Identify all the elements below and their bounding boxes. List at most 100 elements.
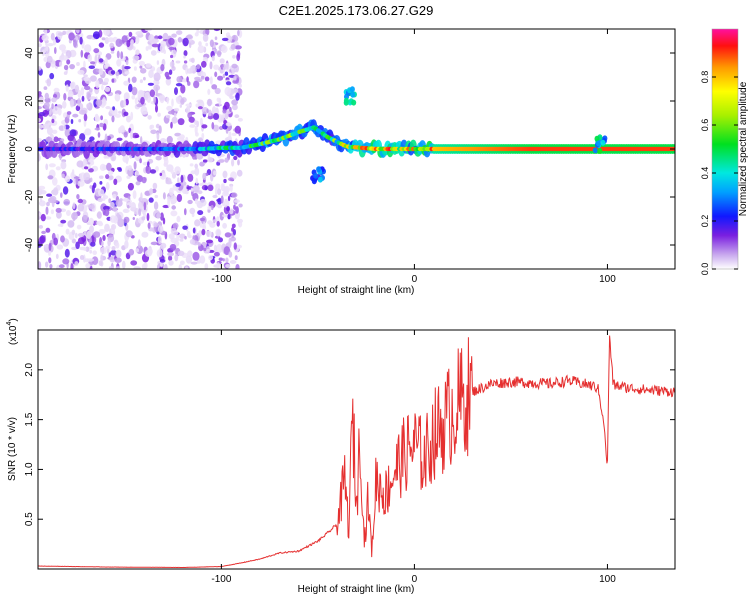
- spectrogram-branch-mark: [349, 86, 355, 93]
- spectrogram-branch-mark: [350, 91, 356, 98]
- spectrogram-noise-mark: [98, 42, 105, 48]
- spectrogram-noise-mark: [49, 264, 53, 269]
- spectrogram-noise-mark: [151, 43, 159, 48]
- spectrogram-noise-mark: [157, 225, 164, 233]
- spectrogram-noise-mark: [49, 195, 57, 203]
- spectrogram-noise-mark: [145, 63, 152, 68]
- spectrogram-noise-mark: [189, 124, 196, 128]
- spectrogram-noise-mark: [46, 78, 52, 87]
- spectrogram-noise-mark: [196, 152, 204, 160]
- spectrogram-noise-mark: [73, 39, 77, 48]
- snr-multiplier: (x104): [6, 318, 19, 345]
- spectrogram-noise-mark: [139, 79, 143, 84]
- spectrogram-noise-mark: [210, 204, 214, 211]
- spectrogram-noise-mark: [50, 32, 55, 41]
- spectrogram-noise-mark: [207, 115, 214, 120]
- spectrogram-noise-mark: [48, 257, 52, 264]
- spectrogram-noise-mark: [84, 128, 92, 136]
- spectrogram-noise-mark: [102, 235, 106, 241]
- spectrogram-noise-mark: [233, 204, 236, 210]
- spectrogram-noise-mark: [133, 266, 141, 269]
- spectrogram-noise-mark: [223, 187, 229, 195]
- spectrogram-noise-mark: [91, 234, 95, 244]
- spectrogram-noise-mark: [89, 75, 97, 82]
- spectrogram-noise-mark: [70, 263, 74, 269]
- spectrogram-noise-mark: [98, 58, 104, 63]
- colorbar-tick-label: 0.4: [700, 167, 710, 180]
- snr-multiplier-exp: 4: [6, 322, 13, 326]
- spectrogram-noise-mark: [77, 97, 81, 107]
- spectrogram-noise-mark: [225, 81, 232, 86]
- spectrogram-noise-mark: [154, 194, 159, 199]
- spectrogram-noise-mark: [156, 249, 163, 258]
- spectrogram-noise-mark: [146, 212, 150, 222]
- spectrogram-branch-mark: [313, 172, 319, 179]
- spectrogram-noise-mark: [104, 133, 108, 142]
- spectrogram-noise-mark: [103, 64, 109, 69]
- spectrogram-noise-mark: [77, 69, 85, 75]
- spectrogram-noise-mark: [162, 204, 170, 209]
- spectrogram-noise-mark: [91, 256, 99, 265]
- spectrogram-noise-mark: [124, 240, 129, 249]
- spectrogram-noise-mark: [98, 68, 104, 76]
- spectrogram-noise-mark: [163, 158, 169, 166]
- spectrogram-noise-mark: [171, 33, 177, 38]
- spectrogram-noise-mark: [197, 45, 205, 54]
- spectrogram-branch-mark: [316, 166, 322, 173]
- spectrogram-noise-mark: [135, 31, 143, 36]
- spectrogram-noise-mark: [149, 89, 156, 98]
- spectrogram-noise-mark: [234, 199, 240, 203]
- spectrogram-noise-mark: [213, 29, 221, 32]
- spectrogram-noise-mark: [212, 219, 217, 223]
- spectrogram-noise-mark: [152, 182, 158, 190]
- spectrogram-noise-mark: [200, 75, 205, 80]
- spectrogram-noise-mark: [238, 203, 243, 208]
- spectrogram-noise-mark: [162, 217, 166, 225]
- spectrogram-noise-mark: [80, 49, 84, 58]
- y-tick-label: 0.5: [24, 512, 35, 526]
- spectrogram-noise-mark: [47, 175, 54, 180]
- spectrogram-noise-mark: [211, 84, 218, 90]
- spectrogram-noise-mark: [87, 54, 92, 62]
- spectrogram-noise-mark: [159, 43, 165, 53]
- spectrogram-noise-mark: [156, 60, 160, 65]
- spectrogram-noise-mark: [215, 244, 223, 253]
- spectrogram-noise-mark: [190, 66, 193, 74]
- spectrogram-noise-mark: [147, 161, 150, 168]
- spectrogram-noise-mark: [114, 257, 122, 264]
- spectrogram-noise-mark: [85, 246, 90, 252]
- spectrogram-noise-mark: [197, 242, 201, 247]
- spectrogram-noise-mark: [38, 91, 42, 96]
- spectrogram-noise-mark: [213, 64, 220, 70]
- spectrogram-noise-mark: [86, 258, 95, 262]
- spectrogram-noise-mark: [173, 107, 180, 112]
- spectrogram-noise-mark: [196, 79, 203, 82]
- spectrogram-noise-mark: [222, 258, 225, 262]
- spectrogram-noise-mark: [38, 225, 44, 229]
- spectrogram-noise-mark: [124, 71, 130, 75]
- spectrogram-noise-mark: [40, 46, 47, 54]
- spectrogram-noise-mark: [134, 35, 140, 45]
- spectrogram-noise-mark: [153, 201, 159, 210]
- spectrogram-noise-mark: [165, 77, 172, 86]
- spectrogram-noise-mark: [165, 181, 173, 185]
- spectrogram-noise-mark: [134, 97, 138, 105]
- x-tick-label: 100: [599, 274, 616, 285]
- spectrogram-noise-mark: [99, 175, 104, 179]
- spectrogram-noise-mark: [213, 244, 217, 253]
- spectrogram-noise-mark: [191, 57, 195, 63]
- spectrogram-noise-mark: [212, 194, 218, 199]
- spectrogram-noise-mark: [228, 177, 234, 182]
- spectrogram-noise-mark: [105, 245, 111, 250]
- spectrogram-noise-mark: [120, 51, 124, 60]
- spectrogram-noise-mark: [45, 216, 52, 220]
- spectrogram-noise-mark: [231, 132, 237, 136]
- spectrogram-noise-mark: [55, 207, 62, 213]
- spectrogram-noise-mark: [39, 235, 46, 244]
- spectrogram-noise-mark: [43, 102, 50, 109]
- spectrogram-noise-mark: [105, 57, 108, 66]
- spectrogram-noise-mark: [99, 247, 107, 254]
- spectrogram-branch-mark: [351, 99, 357, 106]
- spectrogram-noise-mark: [58, 264, 65, 269]
